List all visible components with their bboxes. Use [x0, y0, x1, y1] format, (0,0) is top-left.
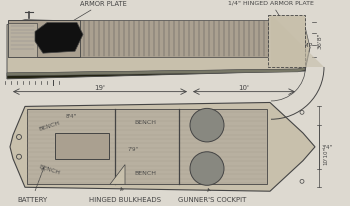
- Text: 10': 10': [239, 85, 250, 91]
- Polygon shape: [7, 21, 310, 80]
- Polygon shape: [271, 16, 324, 68]
- Text: 1/4" HINGED ARMOR PLATE: 1/4" HINGED ARMOR PLATE: [228, 1, 314, 20]
- Text: HINGED BULKHEADS: HINGED BULKHEADS: [89, 188, 161, 202]
- Bar: [8, 23, 37, 58]
- Bar: [27, 110, 267, 184]
- Bar: [55, 133, 109, 159]
- Polygon shape: [305, 27, 310, 68]
- Circle shape: [190, 152, 224, 185]
- Polygon shape: [10, 103, 315, 191]
- Text: 8'4": 8'4": [65, 114, 77, 119]
- Polygon shape: [110, 165, 125, 184]
- Text: 10'10": 10'10": [323, 146, 328, 164]
- Polygon shape: [7, 68, 305, 76]
- Text: ARMOR PLATE: ARMOR PLATE: [68, 1, 126, 25]
- Circle shape: [190, 109, 224, 142]
- Text: BATTERY: BATTERY: [17, 168, 47, 202]
- Polygon shape: [7, 68, 305, 80]
- Bar: [268, 16, 305, 68]
- Text: 19': 19': [94, 85, 105, 91]
- Text: 36'8": 36'8": [318, 32, 323, 48]
- Text: BENCH: BENCH: [38, 120, 60, 131]
- Text: 3'4": 3'4": [322, 145, 333, 150]
- Text: BENCH: BENCH: [134, 170, 156, 175]
- Text: BENCH: BENCH: [134, 119, 156, 124]
- Bar: [8, 21, 80, 58]
- Text: RAMP: RAMP: [295, 43, 313, 48]
- Polygon shape: [35, 23, 83, 54]
- Text: 7'9": 7'9": [127, 147, 139, 152]
- Text: BENCH: BENCH: [38, 163, 60, 174]
- Text: ENGINE: ENGINE: [68, 142, 97, 151]
- Bar: [80, 21, 268, 58]
- Text: GUNNER'S COCKPIT: GUNNER'S COCKPIT: [178, 189, 246, 202]
